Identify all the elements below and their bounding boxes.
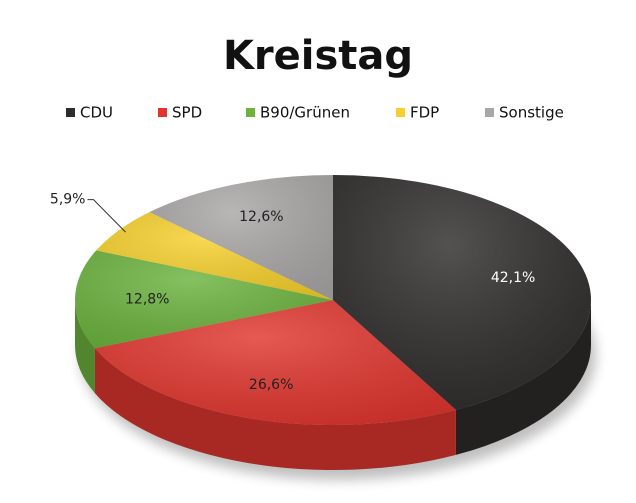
chart-title: Kreistag	[223, 33, 413, 79]
legend-label: FDP	[410, 104, 439, 122]
slice-side	[94, 348, 456, 470]
legend-swatch	[66, 108, 75, 117]
slice-shade	[149, 175, 333, 300]
pie-slice	[94, 300, 456, 470]
legend-swatch	[396, 108, 405, 117]
value-label: 5,9%	[50, 192, 86, 208]
slice-shade	[96, 212, 334, 300]
pie-slice	[74, 250, 334, 394]
legend-label: SPD	[172, 104, 202, 122]
value-label: 42,1%	[491, 270, 535, 286]
legend-label: CDU	[80, 104, 113, 122]
pie-slice	[149, 175, 333, 300]
value-label: 12,6%	[239, 209, 283, 225]
slice-shade	[94, 300, 456, 426]
legend-label: Sonstige	[499, 104, 564, 122]
legend-swatch	[246, 108, 255, 117]
slice-shade	[74, 250, 334, 349]
legend-swatch	[158, 108, 167, 117]
slice-shade	[333, 175, 592, 410]
leader-line	[87, 199, 126, 233]
slice-side	[75, 300, 95, 394]
pie-slice	[96, 212, 334, 300]
value-label: 26,6%	[249, 377, 293, 393]
value-label: 12,8%	[125, 291, 169, 307]
legend-label: B90/Grünen	[260, 104, 350, 122]
pie-slice	[333, 175, 592, 455]
slice-side	[455, 300, 591, 455]
legend-swatch	[485, 108, 494, 117]
